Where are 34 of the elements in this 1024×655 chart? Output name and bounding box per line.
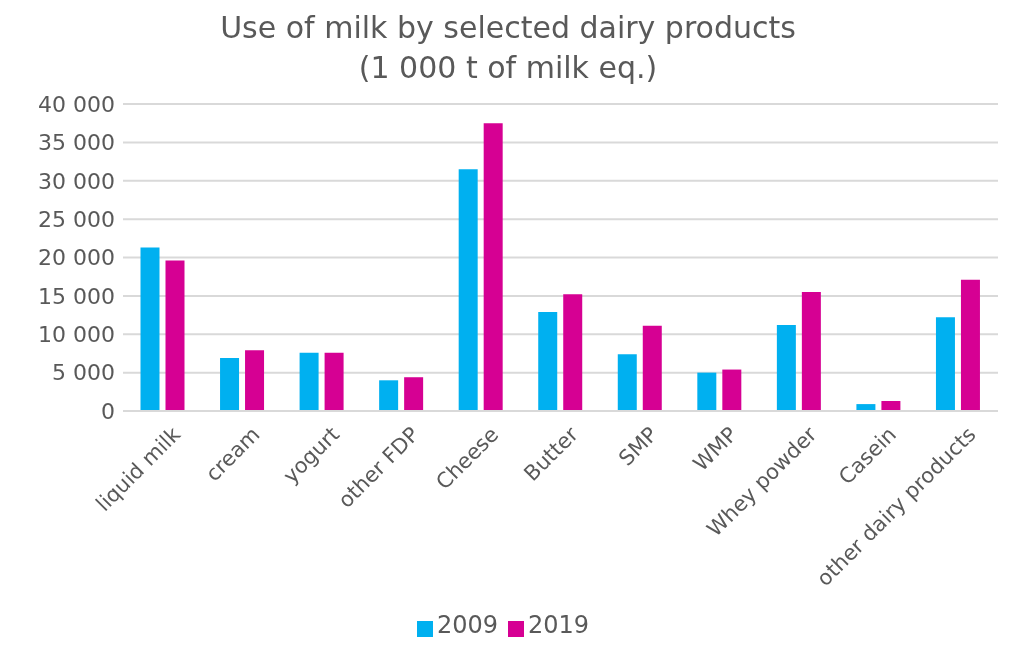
bar [140, 247, 160, 411]
y-tick-label: 30 000 [38, 168, 115, 194]
bar [538, 311, 558, 411]
bar [801, 292, 821, 411]
bar [697, 372, 717, 411]
bar [299, 352, 319, 411]
bar [165, 260, 185, 411]
bar [960, 279, 980, 411]
y-tick-label: 20 000 [38, 245, 115, 271]
bar [776, 325, 796, 411]
bar [245, 350, 265, 411]
bar [642, 325, 662, 411]
chart-subtitle: (1 000 t of milk eq.) [357, 49, 659, 87]
y-tick-label: 10 000 [38, 322, 115, 348]
bar [563, 294, 583, 411]
y-tick-label: 40 000 [38, 91, 115, 117]
bar [220, 358, 240, 411]
bar [722, 369, 742, 411]
bar [881, 401, 901, 411]
y-tick-label: 15 000 [38, 283, 115, 309]
legend-label: 2009 [436, 611, 498, 639]
bar [483, 123, 503, 411]
y-tick-label: 35 000 [38, 130, 115, 156]
y-tick-label: 25 000 [38, 206, 115, 232]
bar [458, 169, 478, 411]
legend-label: 2019 [528, 611, 590, 639]
chart-title: Use of milk by selected dairy products [219, 9, 797, 47]
bar [935, 317, 955, 411]
bar [617, 354, 637, 411]
bar [324, 352, 344, 411]
bar [404, 377, 424, 411]
y-tick-label: 5 000 [52, 360, 115, 386]
bar [379, 380, 399, 411]
y-tick-label: 0 [101, 398, 115, 424]
